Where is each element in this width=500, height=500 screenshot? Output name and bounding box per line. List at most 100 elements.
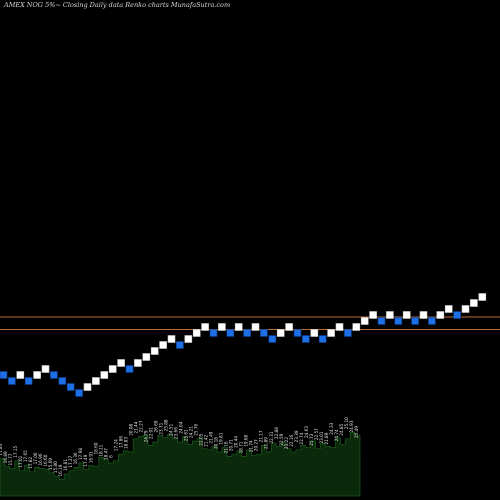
renko-brick-up <box>150 347 159 355</box>
volume-label: 26.69 <box>153 420 158 432</box>
renko-brick-up <box>386 311 394 319</box>
renko-brick-down <box>66 383 75 391</box>
volume-label: 18.47 <box>103 448 108 460</box>
volume-label: 25.61 <box>184 429 189 441</box>
renko-brick-up <box>92 377 100 385</box>
renko-brick-up <box>218 323 226 331</box>
renko-brick-down <box>243 329 251 337</box>
volume-label: 18.60 <box>93 442 98 454</box>
renko-brick-up <box>419 311 428 319</box>
renko-brick-up <box>352 323 361 331</box>
renko-brick-down <box>394 317 403 325</box>
volume-label: 22.16 <box>289 434 294 446</box>
renko-brick-up <box>142 353 151 361</box>
volume-label: 24.85 <box>339 423 344 435</box>
renko-brick-down <box>125 365 134 373</box>
volume-label: 20.27 <box>254 439 259 451</box>
volume-label: 20.08 <box>128 423 133 435</box>
renko-brick-down <box>8 377 16 385</box>
volume-label: 21.89 <box>324 432 329 444</box>
volume-label: 17.83 <box>0 443 3 455</box>
renko-brick-up <box>108 365 117 373</box>
volume-label: 22.31 <box>269 431 274 443</box>
volume-label: 17.86 <box>118 436 123 448</box>
renko-brick-down <box>24 377 33 385</box>
volume-label: 22.74 <box>299 432 304 444</box>
volume-label: 24.04 <box>179 421 184 433</box>
renko-brick-up <box>444 305 453 313</box>
volume-label: 20.44 <box>234 436 239 448</box>
renko-brick-down <box>50 371 58 379</box>
volume-label: 16.81 <box>63 459 68 471</box>
volume-label: 23.39 <box>294 430 299 442</box>
renko-brick-down <box>411 317 419 325</box>
renko-brick-up <box>276 329 285 337</box>
volume-label: 21.42 <box>204 434 209 446</box>
volume-label: 17.27 <box>68 455 73 467</box>
renko-brick-down <box>293 329 302 337</box>
volume-label: 15.80 <box>53 461 58 473</box>
volume-area <box>0 431 361 497</box>
volume-label: 15.69 <box>48 458 53 470</box>
volume-label: 25.49 <box>354 426 359 438</box>
volume-label: 25.88 <box>163 419 168 431</box>
renko-brick-down <box>226 329 235 337</box>
volume-label: 25.76 <box>194 423 199 435</box>
renko-brick-up <box>184 335 193 343</box>
renko-brick-down <box>428 317 436 325</box>
renko-bricks <box>0 293 487 397</box>
renko-brick-up <box>310 329 319 337</box>
volume-label: 23.71 <box>158 422 163 434</box>
renko-brick-down <box>344 329 352 337</box>
volume-label: 19.68 <box>244 434 249 446</box>
renko-brick-down <box>268 335 277 343</box>
renko-brick-up <box>369 311 377 319</box>
volume-label: 16.19 <box>58 464 63 476</box>
renko-brick-up <box>83 383 92 391</box>
renko-brick-down <box>75 389 83 397</box>
volume-label: 20.71 <box>229 439 234 451</box>
volume-label: 17.82 <box>28 456 33 468</box>
renko-brick-up <box>234 323 243 331</box>
renko-brick-up <box>436 311 445 319</box>
renko-brick-down <box>453 311 461 319</box>
volume-label: 24.74 <box>334 429 339 441</box>
volume-label: 24.63 <box>304 426 309 438</box>
renko-brick-down <box>209 329 218 337</box>
volume-label: 18.83 <box>123 437 128 449</box>
volume-label: 17.01 <box>18 455 23 467</box>
volume-label: 16.96 <box>38 453 43 465</box>
volume-label: 23.66 <box>173 427 178 439</box>
renko-brick-up <box>100 371 109 379</box>
renko-brick-down <box>377 317 386 325</box>
volume-label: 17.24 <box>113 439 118 451</box>
volume-label: 19.81 <box>219 432 224 444</box>
volume-label: 24.33 <box>329 422 334 434</box>
volume-label: 25.10 <box>344 417 349 429</box>
renko-brick-up <box>360 317 369 325</box>
renko-brick-up <box>461 305 470 313</box>
volume-label: 24.21 <box>189 426 194 438</box>
renko-brick-up <box>33 371 41 379</box>
volume-label: 22.59 <box>279 433 284 445</box>
renko-brick-up <box>251 323 260 331</box>
volume-label: 17.98 <box>78 448 83 460</box>
volume-label: 16.60 <box>43 454 48 466</box>
volume-label: 21.16 <box>224 441 229 453</box>
renko-brick-down <box>176 341 184 349</box>
volume-label: 25.73 <box>309 433 314 445</box>
volume-label: 17.06 <box>33 452 38 464</box>
volume-panel <box>0 431 361 497</box>
volume-label: 23.01 <box>319 431 324 443</box>
renko-brick-down <box>58 377 67 385</box>
volume-label: 21.49 <box>209 431 214 443</box>
volume-label: 21.89 <box>264 437 269 449</box>
renko-brick-up <box>16 371 25 379</box>
volume-label: 22.91 <box>148 427 153 439</box>
volume-label: 17.49 <box>83 454 88 466</box>
renko-brick-down <box>0 371 8 379</box>
volume-label: 24.93 <box>349 420 354 432</box>
renko-brick-up <box>402 311 411 319</box>
volume-label: 15.77 <box>8 453 13 465</box>
